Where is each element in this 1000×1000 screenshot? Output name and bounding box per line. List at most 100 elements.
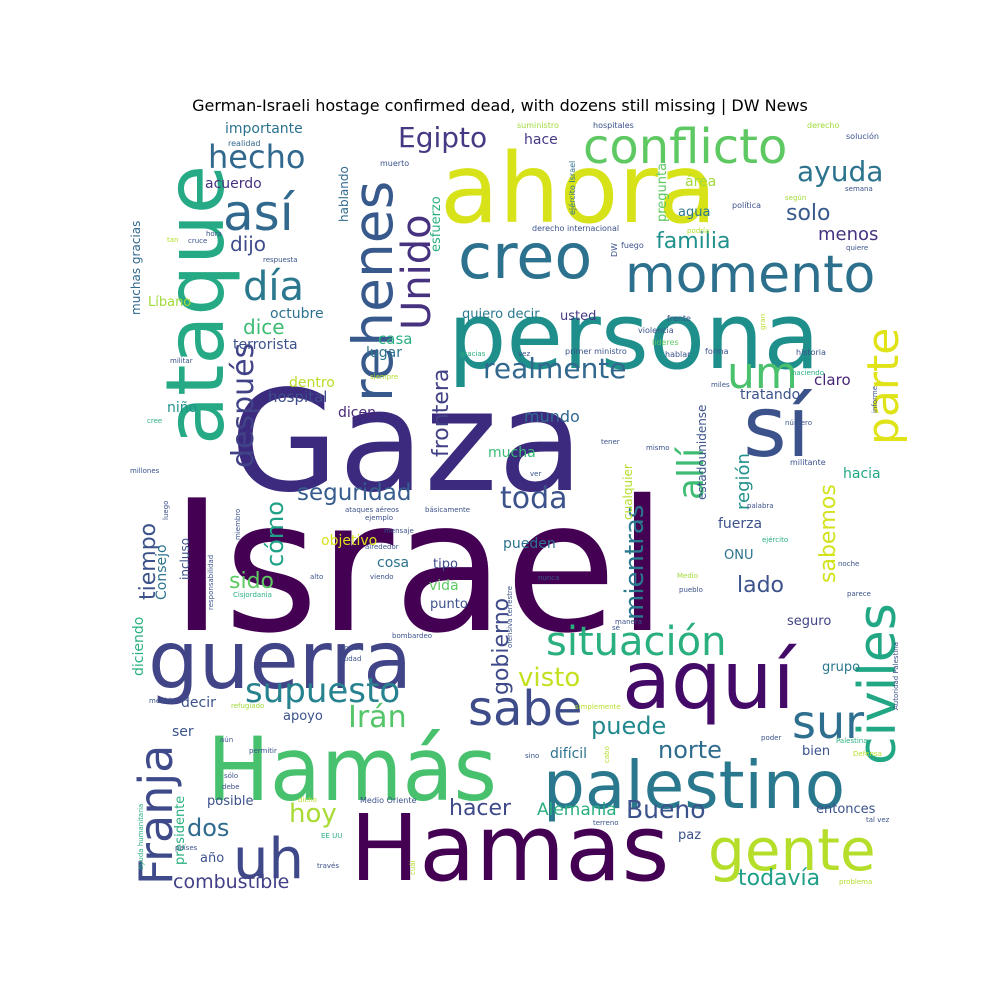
word-ee-uu: EE UU xyxy=(321,832,342,840)
word-dijo: dijo xyxy=(230,232,266,256)
word-hamas: Hamas xyxy=(350,795,669,902)
word-basicamente: básicamente xyxy=(425,506,470,514)
word-ahora: ahora xyxy=(440,133,717,245)
word-nino: niño xyxy=(167,400,197,416)
word-debe: debe xyxy=(222,783,240,791)
word-muerto: muerto xyxy=(380,159,409,168)
word-como: cómo xyxy=(261,501,289,567)
word-siempre: siempre xyxy=(370,373,398,381)
word-cree: cree xyxy=(147,417,162,425)
word-podria: podría xyxy=(687,227,709,235)
word-cisjordania: Cisjordania xyxy=(233,591,272,599)
word-cabo: cabo xyxy=(603,746,611,763)
word-bien: bien xyxy=(802,744,830,759)
word-pueblo: pueblo xyxy=(679,586,703,594)
word-mientras: mientras xyxy=(620,505,650,620)
word-seguro: seguro xyxy=(787,614,831,629)
word-visto: visto xyxy=(518,663,580,693)
word-gran: gran xyxy=(759,314,767,330)
word-menos: menos xyxy=(818,224,878,245)
word-millones: millones xyxy=(130,467,160,475)
word-medida: medida xyxy=(149,697,175,705)
word-hablando: hablando xyxy=(337,166,351,222)
word-gracias: gracias xyxy=(460,350,486,358)
word-ataque: ataque xyxy=(149,165,242,445)
word-miembro: miembro xyxy=(234,509,242,540)
word-ataques-aereos: ataques aéreos xyxy=(345,506,399,514)
word-mismo: mismo xyxy=(646,444,670,452)
word-hospital: hospital xyxy=(268,388,327,406)
word-creo: creo xyxy=(458,220,592,293)
word-sur: sur xyxy=(792,695,864,749)
word-frente: frente xyxy=(667,314,691,323)
word-situacion: situación xyxy=(546,619,726,665)
word-cruce: cruce xyxy=(188,237,207,245)
word-realidad: realidad xyxy=(228,139,260,148)
word-presidente: presidente xyxy=(173,796,188,865)
word-casa: casa xyxy=(378,330,412,348)
word-onu: ONU xyxy=(724,548,753,563)
word-cualquier: cualquier xyxy=(621,464,635,520)
word-cual: cuál xyxy=(409,860,417,875)
word-solo: sólo xyxy=(224,772,238,780)
word-militar: militar xyxy=(170,357,193,365)
word-pregunta: pregunta xyxy=(655,163,670,222)
word-asi: así xyxy=(223,184,296,242)
word-consejo: Consejo xyxy=(154,544,170,600)
word-medio-oriente: Medio Oriente xyxy=(360,796,417,805)
word-militante: militante xyxy=(790,458,826,467)
word-hecho: hecho xyxy=(208,138,305,176)
word-ser: ser xyxy=(172,724,194,740)
word-noche: noche xyxy=(838,560,859,568)
word-uh: uh xyxy=(233,827,304,892)
word-frontera: frontera xyxy=(429,369,454,457)
word-hablar: hablar xyxy=(665,350,691,359)
word-supuesto: supuesto xyxy=(245,671,400,711)
word-segun: según xyxy=(785,194,806,202)
word-libano: Líbano xyxy=(148,295,191,310)
word-entonces: entonces xyxy=(816,802,876,817)
word-paz: paz xyxy=(678,828,701,843)
word-seguridad: seguridad xyxy=(297,480,411,506)
word-primer-ministro: primer ministro xyxy=(565,347,627,356)
word-alemania: Alemania xyxy=(537,800,617,820)
word-importante: importante xyxy=(225,121,303,137)
word-nunca: nunca xyxy=(538,574,559,582)
word-forma: forma xyxy=(705,347,729,356)
word-egipto: Egipto xyxy=(398,121,487,154)
word-ejercito-israel: ejército Israel xyxy=(567,161,577,215)
word-terrorista: terrorista xyxy=(233,337,298,353)
word-rehenes: rehenes xyxy=(341,181,405,402)
word-dicho: dicho xyxy=(298,796,317,804)
word-franja: Franja xyxy=(129,745,183,885)
word-alli: allí xyxy=(671,447,712,500)
word-usted: usted xyxy=(560,309,596,324)
word-pais: país xyxy=(344,644,359,652)
word-fuego: fuego xyxy=(621,241,644,250)
word-permitir: permitir xyxy=(249,747,277,755)
word-tratando: tratando xyxy=(740,387,800,403)
word-sido: sido xyxy=(229,569,274,594)
word-se: sé xyxy=(612,624,620,632)
word-autoridad-palestina: Autoridad Palestina xyxy=(892,642,900,710)
word-vez: vez xyxy=(518,350,530,358)
word-ejemplo: ejemplo xyxy=(365,514,393,522)
word-sino: sino xyxy=(525,752,539,760)
word-suministro: suministro xyxy=(517,121,559,130)
word-gente: gente xyxy=(708,816,876,884)
word-palabra: palabra xyxy=(747,502,774,510)
word-semana: semana xyxy=(845,185,873,193)
word-respuesta: respuesta xyxy=(263,256,298,264)
word-um: um xyxy=(727,348,798,399)
word-simplemente: simplemente xyxy=(575,703,621,711)
word-manera: manera xyxy=(615,618,642,626)
word-paises: países xyxy=(175,844,198,852)
word-derecho: derecho xyxy=(807,121,840,130)
word-persona: persona xyxy=(448,283,820,390)
word-tener: tener xyxy=(601,438,620,446)
word-fuerza: fuerza xyxy=(718,516,762,532)
word-unido: Unido xyxy=(394,214,440,330)
word-palestina: Palestina xyxy=(836,737,868,745)
